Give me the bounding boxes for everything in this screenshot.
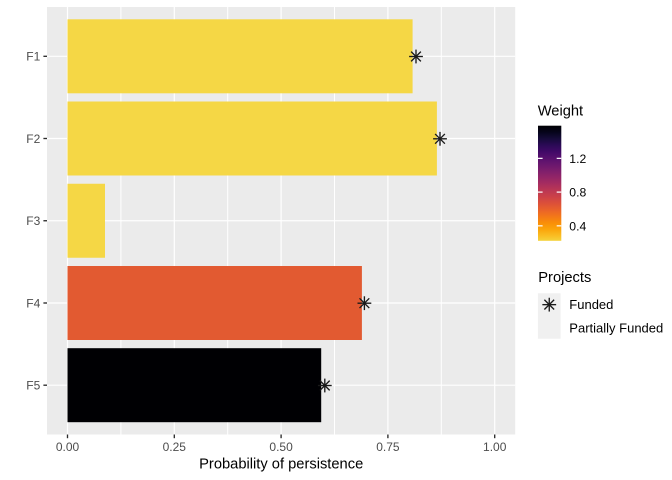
- svg-text:Weight: Weight: [538, 104, 583, 120]
- svg-text:0.25: 0.25: [163, 440, 187, 454]
- svg-text:Partially Funded: Partially Funded: [569, 320, 663, 335]
- svg-text:0.75: 0.75: [376, 440, 400, 454]
- svg-text:0.00: 0.00: [56, 440, 80, 454]
- svg-text:F4: F4: [26, 296, 40, 310]
- svg-text:F3: F3: [26, 214, 40, 228]
- svg-text:0.4: 0.4: [569, 219, 586, 233]
- svg-text:F5: F5: [26, 379, 40, 393]
- svg-text:Probability of persistence: Probability of persistence: [199, 456, 363, 472]
- svg-text:F2: F2: [26, 132, 40, 146]
- svg-text:0.50: 0.50: [269, 440, 293, 454]
- svg-text:0.8: 0.8: [569, 186, 586, 200]
- svg-text:1.00: 1.00: [483, 440, 507, 454]
- svg-text:1.2: 1.2: [569, 152, 586, 166]
- svg-text:F1: F1: [26, 50, 40, 64]
- svg-text:Projects: Projects: [538, 270, 591, 286]
- svg-text:Funded: Funded: [569, 297, 613, 312]
